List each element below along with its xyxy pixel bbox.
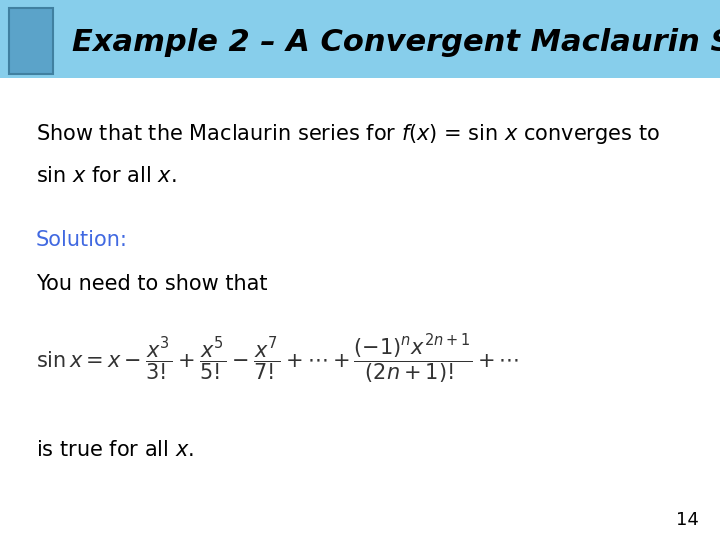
Text: 14: 14 bbox=[675, 511, 698, 529]
Text: Solution:: Solution: bbox=[36, 230, 128, 249]
FancyBboxPatch shape bbox=[0, 0, 720, 78]
Text: is true for all $x$.: is true for all $x$. bbox=[36, 440, 194, 460]
Text: You need to show that: You need to show that bbox=[36, 274, 268, 294]
Text: Example 2 – A Convergent Maclaurin Series: Example 2 – A Convergent Maclaurin Serie… bbox=[72, 28, 720, 57]
Text: $\sin x = x - \dfrac{x^3}{3!} + \dfrac{x^5}{5!} - \dfrac{x^7}{7!} + \cdots + \df: $\sin x = x - \dfrac{x^3}{3!} + \dfrac{x… bbox=[36, 332, 519, 386]
Text: sin $x$ for all $x$.: sin $x$ for all $x$. bbox=[36, 166, 176, 186]
FancyBboxPatch shape bbox=[9, 8, 53, 74]
Text: Show that the Maclaurin series for $f(x)$ = sin $x$ converges to: Show that the Maclaurin series for $f(x)… bbox=[36, 122, 660, 145]
